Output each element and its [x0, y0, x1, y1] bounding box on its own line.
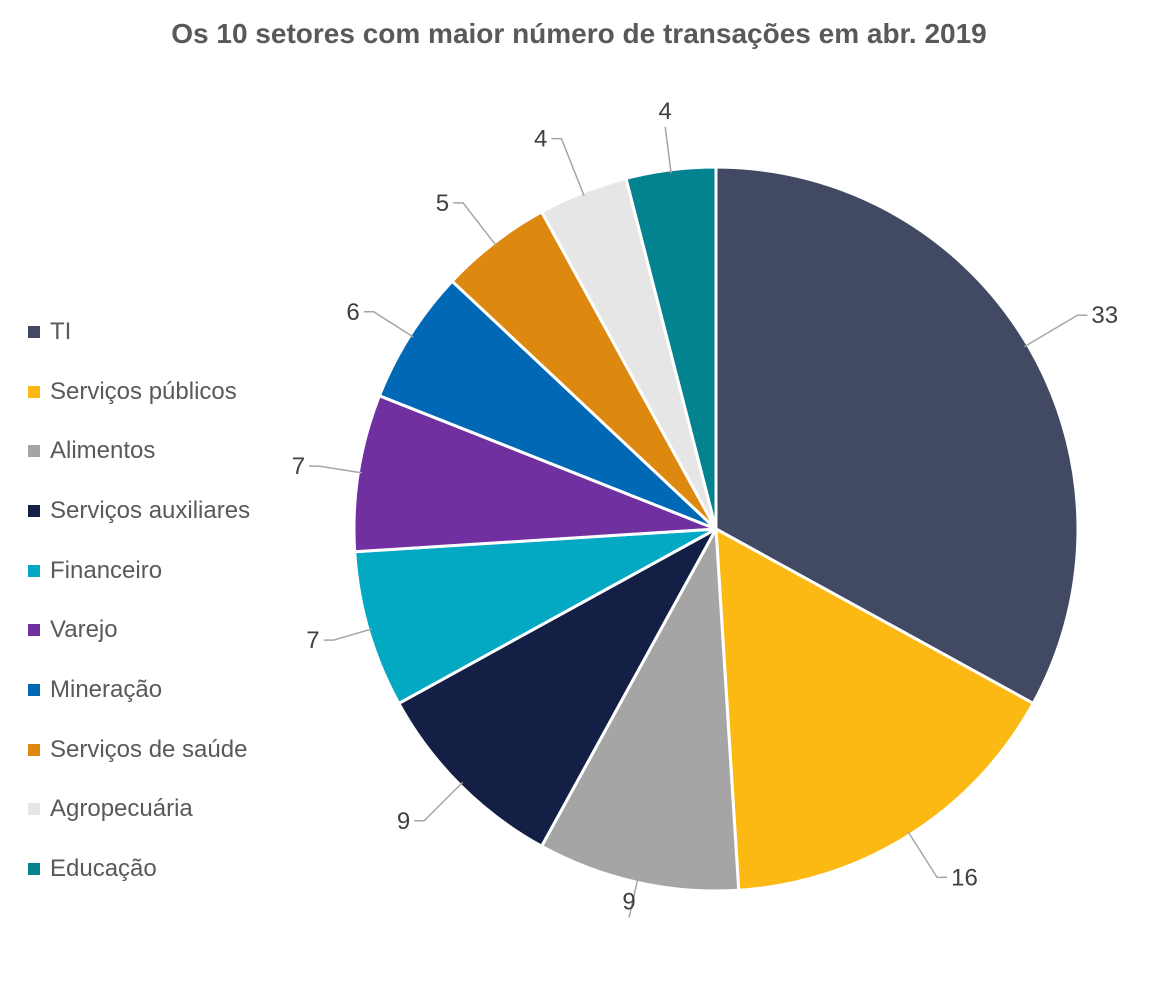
data-label-varejo: 7: [292, 453, 305, 480]
leader-line-alimentos: [628, 878, 639, 918]
legend-item-varejo: Varejo: [28, 600, 250, 660]
legend-label: Financeiro: [50, 556, 163, 584]
data-label-agropecuaria: 4: [534, 126, 547, 153]
leader-line-servicos-de-saude: [453, 202, 497, 247]
data-label-servicos-auxiliares: 9: [397, 808, 410, 835]
pie-slices: [352, 165, 1080, 893]
data-label-servicos-de-saude: 5: [436, 190, 449, 217]
legend-swatch: [28, 624, 40, 637]
legend-item-servicos-auxiliares: Serviços auxiliares: [28, 481, 250, 541]
legend-swatch: [28, 863, 40, 876]
legend-swatch: [28, 683, 40, 696]
legend-item-ti: TI: [28, 302, 250, 362]
legend-swatch: [28, 504, 40, 517]
legend-swatch: [28, 743, 40, 756]
legend-item-servicos-publicos: Serviços públicos: [28, 362, 250, 422]
legend-label: Serviços públicos: [50, 377, 237, 405]
data-label-ti: 33: [1091, 302, 1118, 329]
leader-lines: [309, 126, 1088, 918]
leader-line-educacao: [664, 126, 672, 174]
leader-line-varejo: [309, 465, 363, 474]
legend-item-servicos-de-saude: Serviços de saúde: [28, 720, 250, 780]
data-labels: 33 16 9 9 7 7 6 5 4 4: [292, 98, 1118, 916]
leader-line-servicos-auxiliares: [414, 781, 464, 822]
legend-item-financeiro: Financeiro: [28, 541, 250, 601]
legend-label: Varejo: [50, 616, 118, 644]
legend-item-alimentos: Alimentos: [28, 421, 250, 481]
legend-label: Mineração: [50, 675, 163, 703]
data-label-servicos-publicos: 16: [951, 864, 978, 891]
legend-swatch: [28, 325, 40, 338]
data-label-alimentos: 9: [622, 889, 635, 916]
legend-item-educacao: Educação: [28, 839, 250, 899]
legend-label: Alimentos: [50, 437, 156, 465]
data-label-mineracao: 6: [346, 299, 359, 326]
legend-label: Serviços de saúde: [50, 735, 248, 763]
legend: TI Serviços públicos Alimentos Serviços aux…: [28, 302, 250, 899]
legend-label: TI: [50, 317, 72, 345]
data-label-educacao: 4: [659, 98, 672, 125]
legend-label: Serviços auxiliares: [50, 496, 251, 524]
legend-swatch: [28, 564, 40, 577]
legend-label: Educação: [50, 855, 157, 883]
data-label-financeiro: 7: [306, 627, 319, 654]
leader-line-ti: [1024, 314, 1088, 348]
leader-line-mineracao: [363, 311, 414, 338]
leader-line-agropecuaria: [551, 137, 585, 197]
legend-label: Agropecuária: [50, 795, 193, 823]
legend-swatch: [28, 385, 40, 398]
legend-swatch: [28, 803, 40, 816]
legend-item-agropecuaria: Agropecuária: [28, 780, 250, 840]
leader-line-financeiro: [323, 628, 373, 641]
leader-line-servicos-publicos: [907, 831, 948, 879]
chart-title: Os 10 setores com maior número de transa…: [171, 18, 987, 49]
legend-item-mineracao: Mineração: [28, 660, 250, 720]
legend-swatch: [28, 445, 40, 458]
